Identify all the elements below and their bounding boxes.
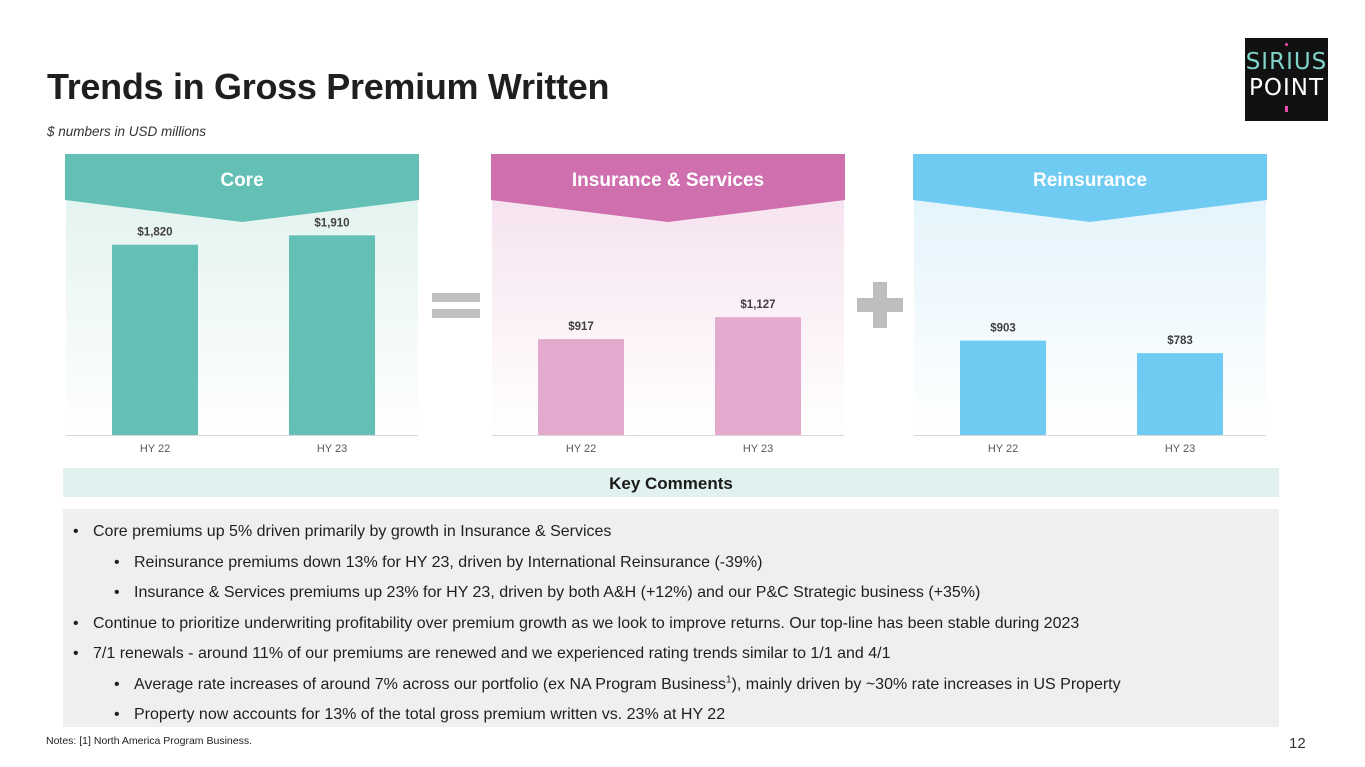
chart-panel-core: Core $1,820 HY 22 $1,910 HY 23 xyxy=(63,150,421,455)
logo-mark-icon xyxy=(1285,106,1288,112)
x-tick-label: HY 23 xyxy=(743,443,773,455)
bullet-icon: • xyxy=(114,706,120,723)
comment-item: • Property now accounts for 13% of the to… xyxy=(63,706,1121,737)
bar xyxy=(538,339,624,435)
sirius-point-logo: SIRIUS POINT xyxy=(1245,38,1328,121)
bar-chart: $917 HY 22 $1,127 HY 23 xyxy=(492,299,844,455)
x-tick-label: HY 23 xyxy=(1165,443,1195,455)
x-tick-label: HY 22 xyxy=(988,443,1018,455)
data-label: $1,910 xyxy=(314,217,349,229)
bar xyxy=(715,317,801,435)
bullet-icon: • xyxy=(114,553,120,571)
bar xyxy=(1137,353,1223,435)
comment-item: • Continue to prioritize underwriting pro… xyxy=(63,615,1121,646)
bar xyxy=(960,340,1046,435)
data-label: $1,127 xyxy=(740,299,775,311)
comment-text: Property now accounts for 13% of the tot… xyxy=(134,706,726,723)
comment-item: • Reinsurance premiums down 13% for HY 23… xyxy=(63,554,1121,585)
panel-banner xyxy=(65,154,419,222)
footnote: Notes: [1] North America Program Busines… xyxy=(46,735,252,747)
data-label: $1,820 xyxy=(137,227,172,239)
bar xyxy=(289,235,375,435)
panel-title: Core xyxy=(220,170,264,191)
comment-item: • Insurance & Services premiums up 23% fo… xyxy=(63,584,1121,615)
comment-item: • Average rate increases of around 7% acr… xyxy=(63,674,1121,707)
data-label: $903 xyxy=(990,323,1016,335)
x-tick-label: HY 23 xyxy=(317,443,347,455)
logo-dot-icon xyxy=(1285,43,1288,46)
logo-line1: SIRIUS xyxy=(1245,49,1328,75)
panel-banner xyxy=(491,154,845,222)
data-label: $917 xyxy=(568,321,594,333)
page-subtitle: $ numbers in USD millions xyxy=(47,124,207,139)
panel-title: Insurance & Services xyxy=(571,170,765,191)
comments-list: • Core premiums up 5% driven primarily by… xyxy=(63,523,1121,737)
comment-text: Average rate increases of around 7% acro… xyxy=(134,675,726,693)
bullet-icon: • xyxy=(73,614,79,632)
comment-text: Continue to prioritize underwriting prof… xyxy=(93,614,1080,632)
footnote-marker: 1 xyxy=(726,674,732,686)
chart-panel-reinsurance: Reinsurance $903 HY 22 $783 HY 23 xyxy=(911,150,1269,455)
data-label: $783 xyxy=(1167,335,1193,347)
key-comments-heading: Key Comments xyxy=(63,468,1279,497)
comment-item: • 7/1 renewals - around 11% of our premiu… xyxy=(63,645,1121,676)
comment-text: Insurance & Services premiums up 23% for… xyxy=(134,584,981,601)
bullet-icon: • xyxy=(114,584,120,601)
panel-title: Reinsurance xyxy=(1032,170,1148,191)
logo-line2: POINT xyxy=(1248,75,1324,101)
equals-sign-icon xyxy=(432,293,480,318)
comment-text: Reinsurance premiums down 13% for HY 23,… xyxy=(134,553,763,571)
bar-chart: $903 HY 22 $783 HY 23 xyxy=(914,323,1266,455)
bullet-icon: • xyxy=(114,675,120,693)
x-tick-label: HY 22 xyxy=(140,443,170,455)
page-title: Trends in Gross Premium Written xyxy=(47,66,610,107)
chart-panel-insurance-services: Insurance & Services $917 HY 22 $1,127 HY 2… xyxy=(489,150,847,455)
comment-text-continued: ), mainly driven by ~30% rate increases … xyxy=(731,675,1121,693)
x-tick-label: HY 22 xyxy=(566,443,596,455)
page-number: 12 xyxy=(1289,735,1306,752)
comment-item: • Core premiums up 5% driven primarily by… xyxy=(63,523,1121,554)
plus-sign-icon xyxy=(857,282,903,328)
key-comments-box: • Core premiums up 5% driven primarily by… xyxy=(63,509,1279,727)
bar-chart: $1,820 HY 22 $1,910 HY 23 xyxy=(66,217,418,455)
bullet-icon: • xyxy=(73,523,79,540)
comment-text: 7/1 renewals - around 11% of our premium… xyxy=(93,645,891,662)
panel-banner xyxy=(913,154,1267,222)
comment-text: Core premiums up 5% driven primarily by … xyxy=(93,523,612,540)
bar xyxy=(112,244,198,435)
bullet-icon: • xyxy=(73,645,79,662)
